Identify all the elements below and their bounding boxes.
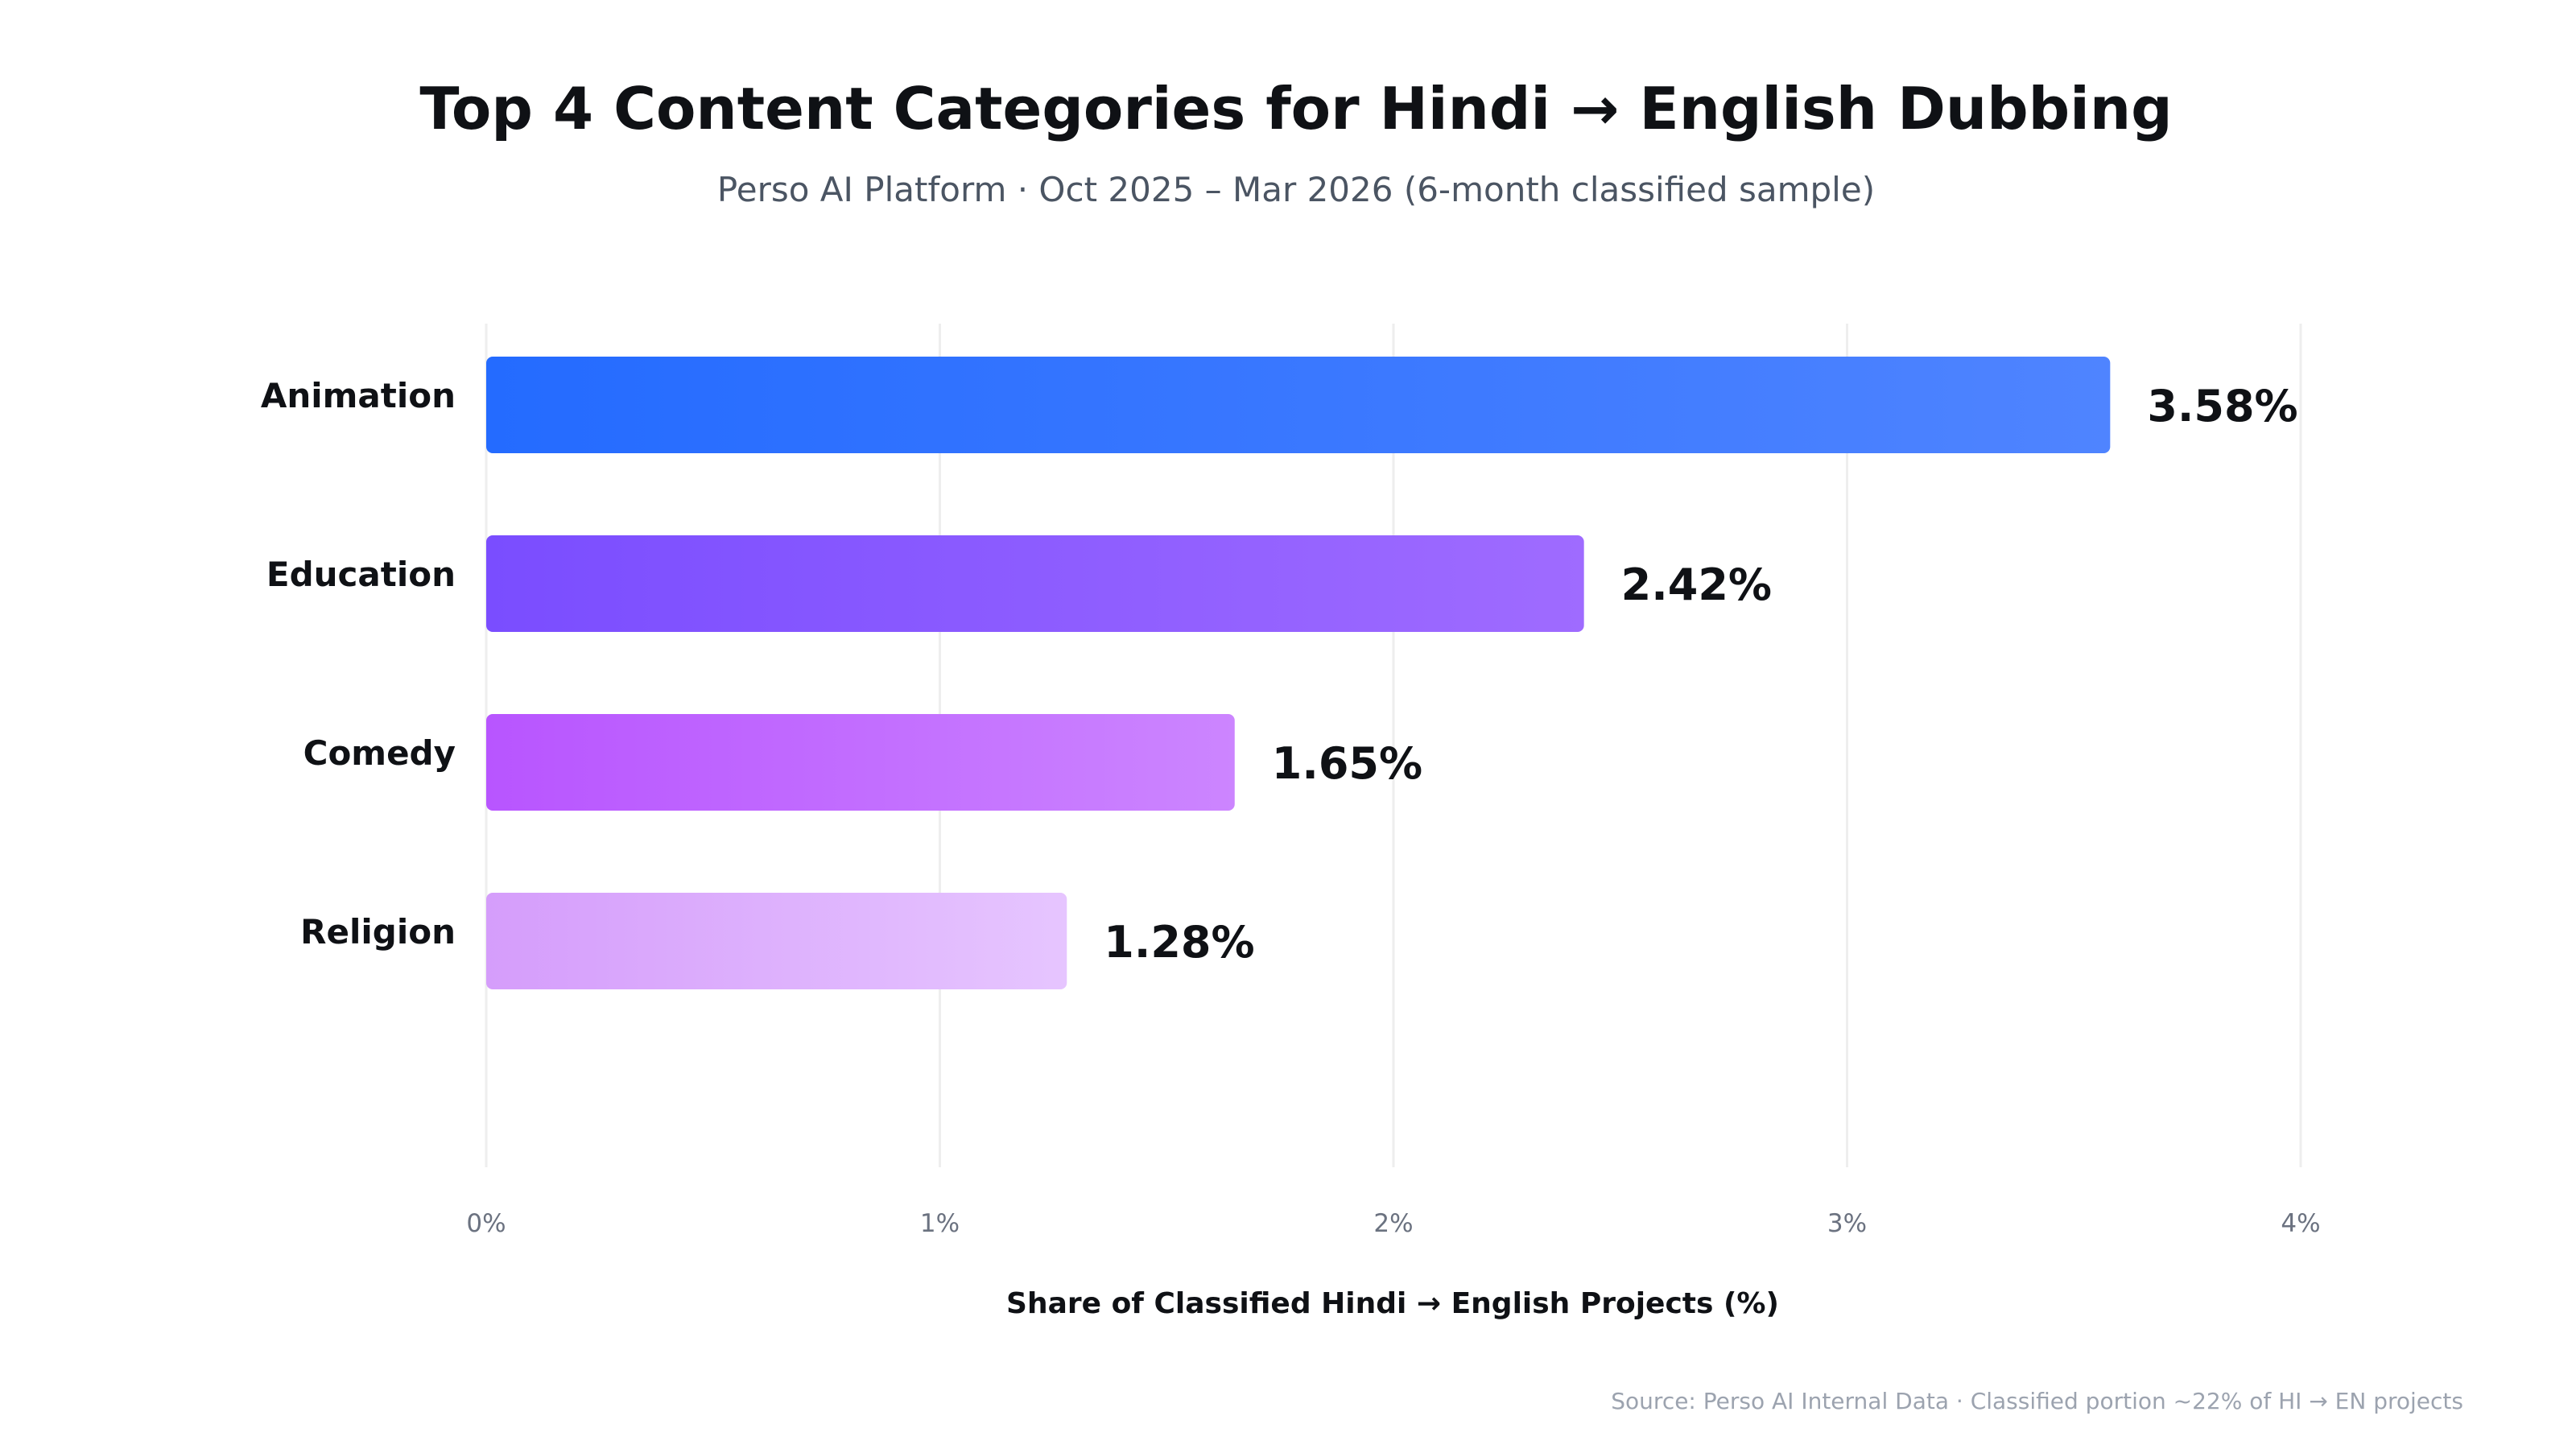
x-axis-label: Share of Classified Hindi → English Proj… <box>1006 1287 1779 1320</box>
gridlines <box>485 324 2302 1167</box>
category-label: Animation <box>261 376 456 415</box>
x-tick-label: 1% <box>920 1209 960 1238</box>
bar-comedy <box>486 714 1235 811</box>
category-labels: Animation Education Comedy Religion <box>261 376 456 952</box>
x-axis-ticks: 0% 1% 2% 3% 4% <box>466 1209 2320 1238</box>
category-label: Education <box>266 555 456 594</box>
x-tick-label: 2% <box>1373 1209 1413 1238</box>
x-tick-label: 4% <box>2281 1209 2320 1238</box>
bar-religion <box>486 893 1067 989</box>
value-labels: 3.58% 2.42% 1.65% 1.28% <box>1104 381 2297 968</box>
value-label: 3.58% <box>2147 381 2297 431</box>
category-label: Religion <box>300 912 456 952</box>
value-label: 2.42% <box>1621 559 1772 610</box>
chart-title: Top 4 Content Categories for Hindi → Eng… <box>419 75 2172 142</box>
category-label: Comedy <box>303 733 456 773</box>
bar-animation <box>486 357 2111 453</box>
x-tick-label: 3% <box>1827 1209 1867 1238</box>
bars <box>486 357 2111 989</box>
value-label: 1.28% <box>1104 917 1254 968</box>
source-note: Source: Perso AI Internal Data · Classif… <box>1611 1388 2463 1414</box>
x-tick-label: 0% <box>466 1209 506 1238</box>
value-label: 1.65% <box>1272 738 1422 789</box>
chart-subtitle: Perso AI Platform · Oct 2025 – Mar 2026 … <box>717 170 1875 209</box>
bar-education <box>486 535 1584 632</box>
